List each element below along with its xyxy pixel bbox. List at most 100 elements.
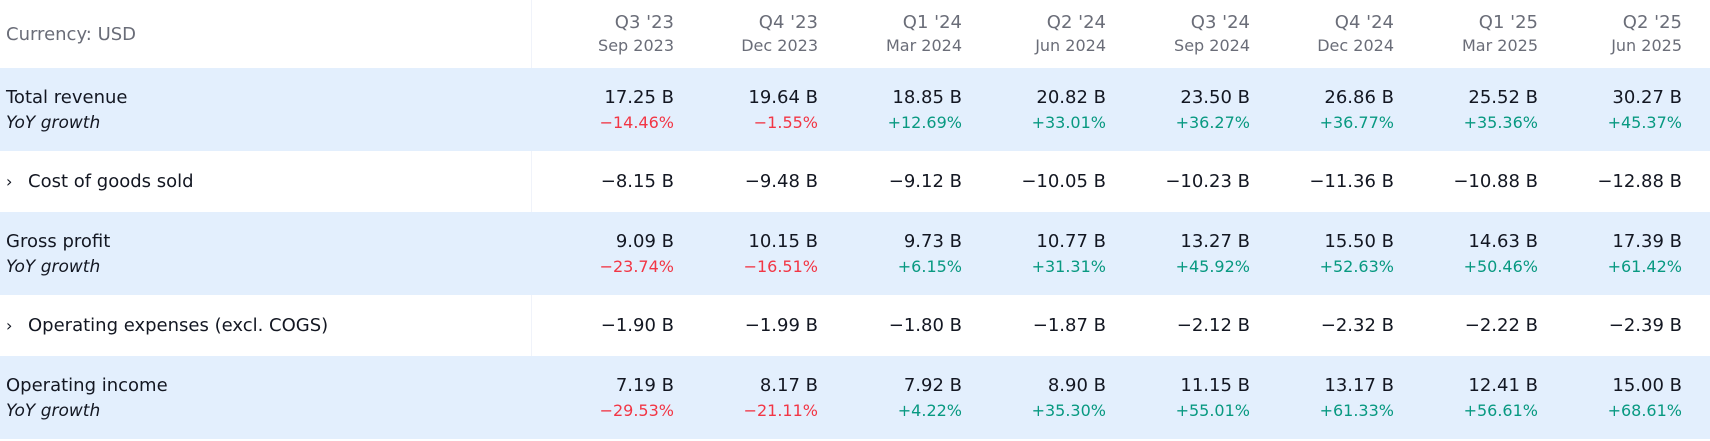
growth-value: +35.30% (1031, 400, 1106, 420)
value: 8.17 B (759, 374, 818, 396)
period-header: Q1 '25 Mar 2025 (1394, 0, 1538, 68)
growth-value: +35.36% (1463, 112, 1538, 132)
value-cell: 8.17 B −21.11% (674, 356, 818, 439)
value-cell: 17.25 B −14.46% (532, 68, 674, 151)
growth-value: +6.15% (897, 256, 962, 276)
value-cell: 11.15 B +55.01% (1106, 356, 1250, 439)
value: −10.88 B (1453, 170, 1538, 192)
period-quarter: Q1 '25 (1478, 12, 1538, 33)
growth-value: +12.69% (887, 112, 962, 132)
value-cell: −10.88 B (1394, 151, 1538, 212)
value: 20.82 B (1036, 86, 1106, 108)
expand-cogs-toggle[interactable]: › Cost of goods sold (6, 169, 531, 195)
value: 10.15 B (748, 230, 818, 252)
value: 17.39 B (1612, 230, 1682, 252)
period-header: Q4 '23 Dec 2023 (674, 0, 818, 68)
value: 7.19 B (615, 374, 674, 396)
growth-value: +4.22% (897, 400, 962, 420)
row-sub-label: YoY growth (6, 112, 101, 133)
row-label: Total revenue (6, 86, 128, 108)
value-cell: −12.88 B (1538, 151, 1682, 212)
growth-value: +68.61% (1607, 400, 1682, 420)
row-label: Gross profit (6, 230, 111, 252)
value: −12.88 B (1597, 170, 1682, 192)
growth-value: +61.42% (1607, 256, 1682, 276)
period-date: Mar 2025 (1462, 36, 1538, 55)
expand-opex-toggle[interactable]: › Operating expenses (excl. COGS) (6, 313, 531, 339)
value-cell: 10.77 B +31.31% (962, 212, 1106, 295)
growth-value: +56.61% (1463, 400, 1538, 420)
row-sub-label: YoY growth (6, 256, 101, 277)
column-divider (531, 0, 532, 68)
period-quarter: Q4 '24 (1334, 12, 1394, 33)
value-cell: 9.73 B +6.15% (818, 212, 962, 295)
table-row-operating-expenses[interactable]: › Operating expenses (excl. COGS) −1.90 … (0, 295, 1710, 356)
period-quarter: Q4 '23 (758, 12, 818, 33)
chevron-right-icon[interactable]: › (6, 171, 13, 191)
row-label: Cost of goods sold (28, 170, 194, 192)
value-cell: 26.86 B +36.77% (1250, 68, 1394, 151)
value: −1.90 B (600, 314, 674, 336)
value: 23.50 B (1180, 86, 1250, 108)
value: 12.41 B (1468, 374, 1538, 396)
value-cell: 12.41 B +56.61% (1394, 356, 1538, 439)
value: −1.87 B (1032, 314, 1106, 336)
value-cell: −1.99 B (674, 295, 818, 356)
value: −9.12 B (888, 170, 962, 192)
value: 26.86 B (1324, 86, 1394, 108)
period-date: Jun 2024 (1035, 36, 1106, 55)
value: 19.64 B (748, 86, 818, 108)
growth-value: +36.27% (1175, 112, 1250, 132)
value-cell: 23.50 B +36.27% (1106, 68, 1250, 151)
growth-value: −29.53% (599, 400, 674, 420)
value-cell: −9.12 B (818, 151, 962, 212)
chevron-right-icon[interactable]: › (6, 315, 13, 335)
value-cell: 13.27 B +45.92% (1106, 212, 1250, 295)
growth-value: +61.33% (1319, 400, 1394, 420)
growth-value: +31.31% (1031, 256, 1106, 276)
value: 9.09 B (615, 230, 674, 252)
value-cell: 7.19 B −29.53% (532, 356, 674, 439)
value-cell: 10.15 B −16.51% (674, 212, 818, 295)
growth-value: +50.46% (1463, 256, 1538, 276)
table-row-gross-profit: Gross profit YoY growth 9.09 B −23.74% 10… (0, 212, 1710, 295)
row-label: Operating expenses (excl. COGS) (28, 314, 329, 336)
value: 13.27 B (1180, 230, 1250, 252)
value-cell: 17.39 B +61.42% (1538, 212, 1682, 295)
growth-value: +45.92% (1175, 256, 1250, 276)
value: −1.80 B (888, 314, 962, 336)
value-cell: −1.80 B (818, 295, 962, 356)
value-cell: 15.50 B +52.63% (1250, 212, 1394, 295)
value: −9.48 B (744, 170, 818, 192)
value: −11.36 B (1309, 170, 1394, 192)
value: 13.17 B (1324, 374, 1394, 396)
period-headers: Q3 '23 Sep 2023 Q4 '23 Dec 2023 Q1 '24 Mar … (532, 0, 1710, 68)
table-row-cost-of-goods-sold[interactable]: › Cost of goods sold −8.15 B −9.48 B −9.… (0, 151, 1710, 212)
period-header: Q3 '24 Sep 2024 (1106, 0, 1250, 68)
period-date: Mar 2024 (886, 36, 962, 55)
period-date: Sep 2023 (598, 36, 674, 55)
period-quarter: Q1 '24 (902, 12, 962, 33)
period-date: Dec 2023 (741, 36, 818, 55)
growth-value: −14.46% (599, 112, 674, 132)
growth-value: −21.11% (743, 400, 818, 420)
column-divider (531, 295, 532, 356)
value: −2.39 B (1608, 314, 1682, 336)
period-quarter: Q3 '24 (1190, 12, 1250, 33)
period-header: Q4 '24 Dec 2024 (1250, 0, 1394, 68)
value-cell: −2.32 B (1250, 295, 1394, 356)
table-row-operating-income: Operating income YoY growth 7.19 B −29.53… (0, 356, 1710, 439)
value: 11.15 B (1180, 374, 1250, 396)
value: 30.27 B (1612, 86, 1682, 108)
growth-value: +45.37% (1607, 112, 1682, 132)
growth-value: +55.01% (1175, 400, 1250, 420)
value-cell: 20.82 B +33.01% (962, 68, 1106, 151)
growth-value: −1.55% (753, 112, 818, 132)
value: 15.50 B (1324, 230, 1394, 252)
value-cell: −11.36 B (1250, 151, 1394, 212)
value-cell: 7.92 B +4.22% (818, 356, 962, 439)
value-cell: −10.05 B (962, 151, 1106, 212)
value-cell: 30.27 B +45.37% (1538, 68, 1682, 151)
value: 18.85 B (892, 86, 962, 108)
